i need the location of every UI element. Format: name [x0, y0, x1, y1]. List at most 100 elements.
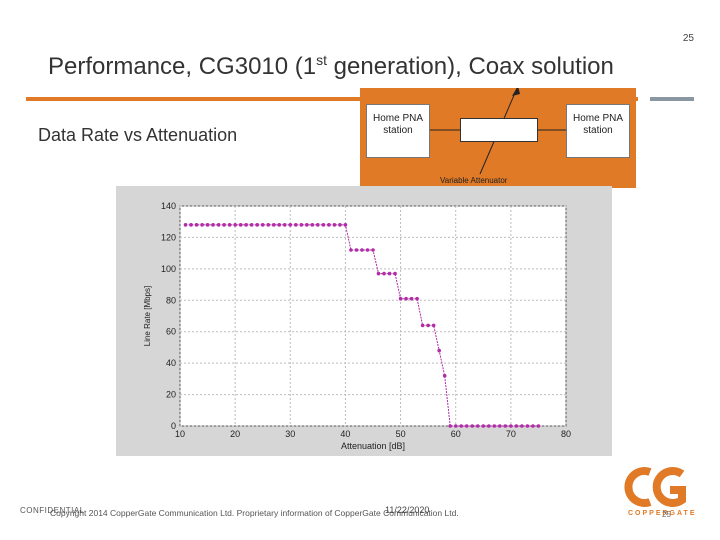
data-point: [271, 223, 276, 227]
data-point: [398, 296, 403, 301]
data-point: [255, 223, 259, 227]
x-tick-label: 40: [340, 429, 350, 439]
data-point: [453, 424, 458, 428]
data-point: [205, 223, 210, 227]
title-superscript: st: [316, 52, 328, 68]
data-point: [288, 223, 293, 227]
grid-layer: [179, 205, 567, 427]
footer-page-number: 25: [662, 510, 671, 519]
data-point: [365, 248, 370, 252]
test-setup-diagram: Home PNA station Home PNA station Variab…: [360, 88, 636, 188]
data-point: [404, 296, 408, 301]
title-rule-gray: [650, 97, 694, 101]
attenuator-label: Variable Attenuator: [440, 176, 508, 185]
data-point: [536, 424, 541, 428]
tick-layer: 10 20 30 40 50 60 70 80 0 20 40 60 80 100 120 140: [161, 201, 571, 439]
data-point: [492, 424, 497, 428]
data-point: [442, 373, 447, 378]
data-point: [305, 223, 309, 227]
x-tick-label: 60: [451, 429, 461, 439]
data-point: [415, 296, 419, 301]
footer-date: 11/22/2020: [385, 505, 430, 515]
x-tick-label: 20: [230, 429, 240, 439]
chart-panel: 10 20 30 40 50 60 70 80 0 20 40 60 80 100 120 140 Atten…: [116, 186, 612, 456]
data-point: [282, 223, 287, 227]
data-point: [321, 223, 326, 227]
data-point: [310, 223, 315, 227]
data-point: [238, 223, 243, 227]
data-point: [437, 348, 441, 353]
data-point: [503, 424, 508, 428]
logo-wordmark: COPPERGATE: [628, 510, 697, 517]
data-point: [481, 424, 486, 428]
station-left-line2: station: [383, 125, 413, 136]
data-point: [464, 424, 469, 428]
station-left-line1: Home PNA: [372, 113, 423, 124]
title-main: Performance, CG3010 (1: [48, 53, 317, 80]
y-tick-label: 0: [171, 421, 176, 431]
data-point: [343, 223, 348, 227]
data-point: [459, 424, 464, 428]
data-point: [299, 223, 304, 227]
data-point: [249, 223, 254, 227]
data-point: [227, 223, 232, 227]
data-point: [509, 424, 513, 428]
data-point: [531, 424, 535, 428]
data-point: [216, 223, 221, 227]
data-point: [294, 223, 298, 227]
data-point: [382, 271, 386, 276]
data-point: [332, 223, 337, 227]
data-point: [316, 223, 320, 227]
data-point: [360, 248, 364, 252]
data-point: [426, 323, 430, 328]
footer-confidential: CONFIDENTIAL: [20, 506, 85, 515]
data-point: [420, 323, 425, 328]
x-tick-label: 70: [506, 429, 516, 439]
footer-copyright: Copyright 2014 CopperGate Communication …: [50, 508, 459, 518]
page-number: 25: [682, 33, 694, 44]
data-point: [475, 424, 480, 428]
data-point: [189, 223, 193, 227]
data-point: [349, 248, 353, 252]
rate-vs-attenuation-chart: 10 20 30 40 50 60 70 80 0 20 40 60 80 100 120 140 Atten…: [143, 201, 571, 451]
x-tick-label: 30: [285, 429, 295, 439]
data-point: [431, 323, 436, 328]
data-point: [183, 223, 188, 227]
y-tick-label: 60: [166, 327, 176, 337]
station-right-line2: station: [583, 125, 613, 136]
y-tick-label: 80: [166, 295, 176, 305]
coppergate-logo: [624, 467, 686, 507]
data-point: [487, 424, 491, 428]
data-point: [260, 223, 265, 227]
data-point: [376, 271, 381, 276]
x-axis-label: Attenuation [dB]: [341, 441, 405, 451]
data-point: [211, 223, 215, 227]
y-tick-label: 140: [161, 201, 176, 211]
y-tick-label: 20: [166, 390, 176, 400]
plot-area: [179, 205, 567, 427]
data-point: [525, 424, 530, 428]
data-point: [371, 248, 375, 252]
data-point: [387, 271, 392, 276]
y-tick-label: 120: [161, 232, 176, 242]
y-tick-label: 40: [166, 358, 176, 368]
title-rule-orange: [26, 97, 638, 101]
y-axis-label: Line Rate [Mbps]: [143, 286, 152, 346]
slide-title: Performance, CG3010 (1st generation), Co…: [48, 52, 614, 81]
data-point: [514, 424, 519, 428]
homepna-station-right: Home PNA station: [566, 104, 630, 158]
homepna-station-left: Home PNA station: [366, 104, 430, 158]
data-point: [470, 424, 475, 428]
attenuator-box: [460, 118, 538, 142]
series-layer: [183, 223, 541, 428]
data-point: [498, 424, 502, 428]
data-point: [520, 424, 524, 428]
station-right-line1: Home PNA: [572, 113, 623, 124]
data-point: [244, 223, 248, 227]
data-point: [338, 223, 342, 227]
title-rest: generation), Coax solution: [327, 53, 614, 80]
data-point: [393, 271, 397, 276]
data-point: [222, 223, 226, 227]
data-point: [354, 248, 359, 252]
data-point: [327, 223, 331, 227]
